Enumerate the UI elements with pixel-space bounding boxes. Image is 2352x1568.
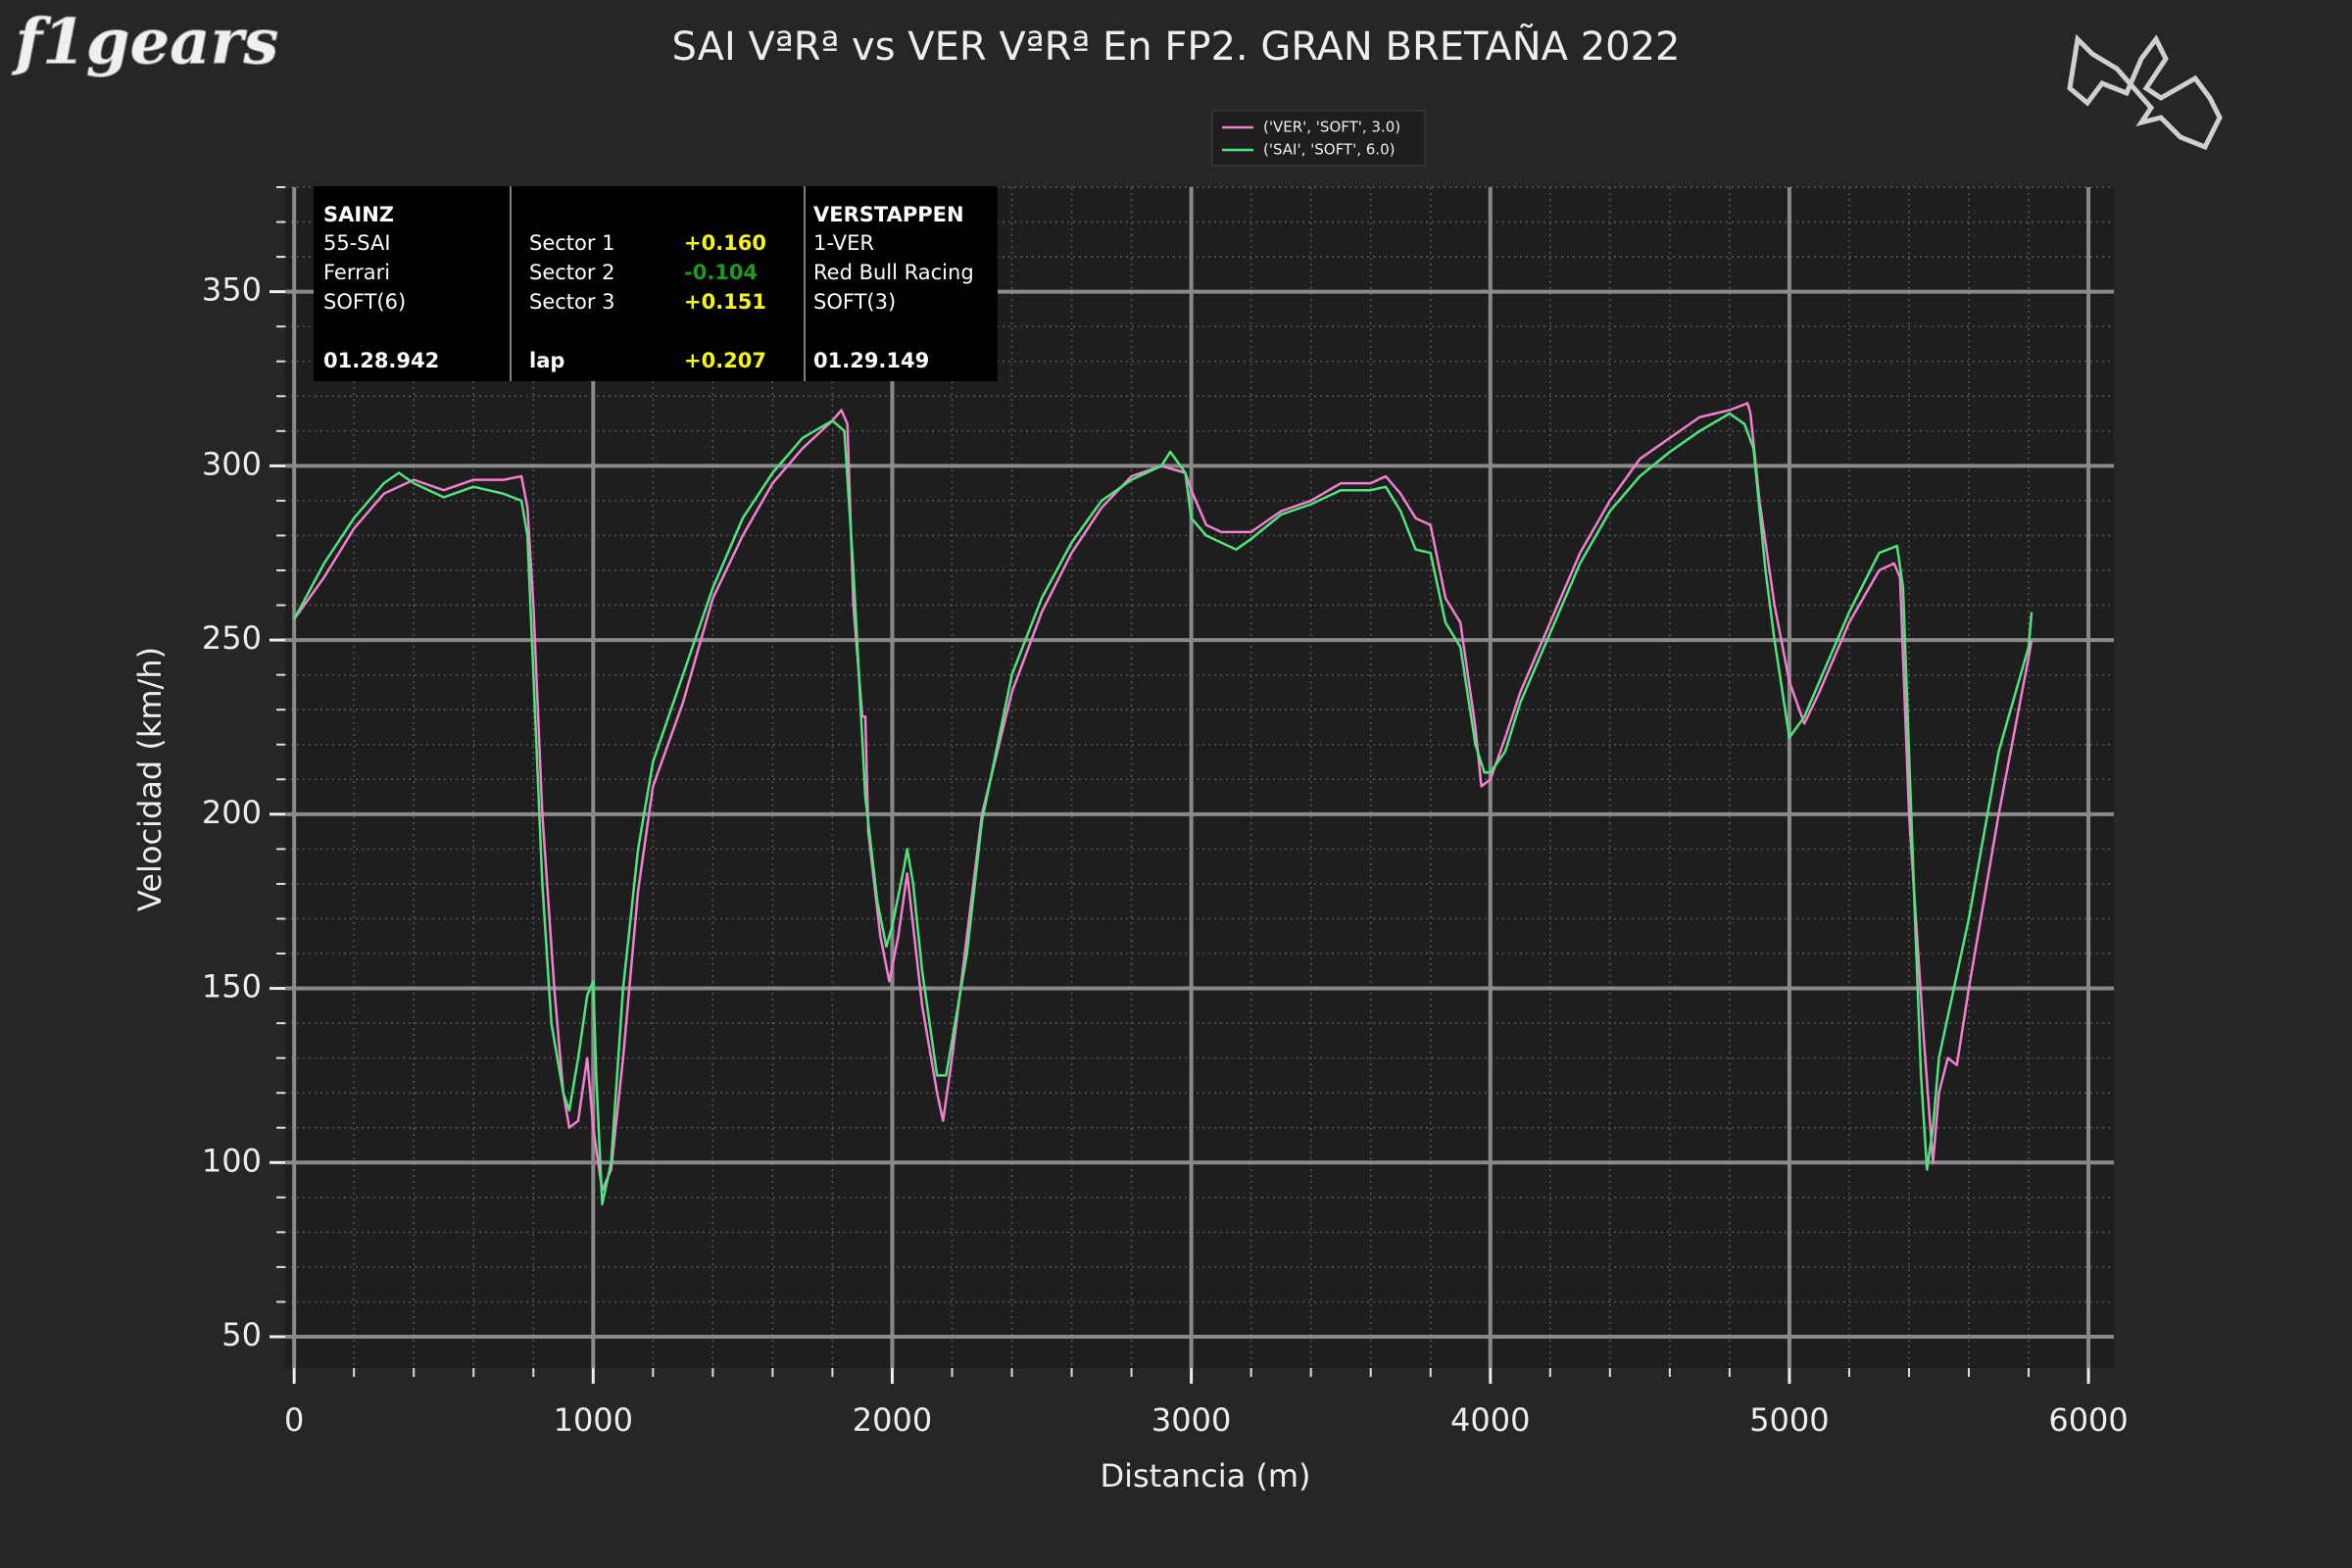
driver-number: 1-VER <box>813 231 874 255</box>
x-tick-label: 1000 <box>554 1401 633 1439</box>
legend: ('VER', 'SOFT', 3.0) ('SAI', 'SOFT', 6.0) <box>1211 110 1426 167</box>
legend-box <box>1211 110 1426 167</box>
sector-delta: +0.160 <box>684 231 766 255</box>
legend-label: ('SAI', 'SOFT', 6.0) <box>1263 141 1395 159</box>
y-tick-label: 200 <box>202 794 262 831</box>
track-outline <box>2067 33 2223 151</box>
lap-delta: +0.207 <box>684 349 766 372</box>
info-box: SAINZ 55-SAI Ferrari SOFT(6) 01.28.942 S… <box>314 186 998 381</box>
x-tick-label: 3000 <box>1152 1401 1231 1439</box>
y-tick-label: 300 <box>202 445 262 482</box>
x-tick-label: 2000 <box>853 1401 932 1439</box>
grid <box>285 186 2114 1368</box>
driver-laptime: 01.29.149 <box>813 349 929 372</box>
sector-label: Sector 1 <box>529 231 615 255</box>
driver-tyre: SOFT(3) <box>813 290 896 314</box>
axes: 0 1000 2000 3000 4000 5000 6000 50 100 150 200 250 3… <box>202 186 2129 1439</box>
x-tick-label: 6000 <box>2048 1401 2128 1439</box>
sector-label: Sector 2 <box>529 261 615 284</box>
x-axis-label: Distancia (m) <box>1100 1457 1310 1494</box>
logo: f1gears <box>12 6 279 79</box>
driver-laptime: 01.28.942 <box>323 349 439 372</box>
driver-number: 55-SAI <box>323 231 391 255</box>
plot-area <box>285 187 2114 1368</box>
lines <box>293 402 2034 1206</box>
y-tick-label: 100 <box>202 1142 262 1179</box>
y-tick-label: 50 <box>221 1316 262 1353</box>
info-background <box>314 186 998 381</box>
y-tick-label: 150 <box>202 968 262 1005</box>
driver-name: SAINZ <box>323 203 394 226</box>
speed-line <box>293 412 2034 1206</box>
driver-name: VERSTAPPEN <box>813 203 964 226</box>
x-tick-label: 0 <box>284 1401 304 1439</box>
sector-delta: -0.104 <box>684 261 758 284</box>
driver-tyre: SOFT(6) <box>323 290 406 314</box>
y-tick-label: 350 <box>202 271 262 309</box>
legend-label: ('VER', 'SOFT', 3.0) <box>1263 119 1400 136</box>
driver-team: Ferrari <box>323 261 390 284</box>
y-axis-label: Velocidad (km/h) <box>131 647 169 911</box>
sector-delta: +0.151 <box>684 290 766 314</box>
chart-title: SAI VªRª vs VER VªRª En FP2. GRAN BRETAÑ… <box>671 23 1680 70</box>
sector-label: Sector 3 <box>529 290 615 314</box>
driver-team: Red Bull Racing <box>813 261 974 284</box>
x-tick-label: 4000 <box>1450 1401 1530 1439</box>
x-tick-label: 5000 <box>1749 1401 1829 1439</box>
track-map <box>2067 33 2223 151</box>
lap-label: lap <box>529 349 564 372</box>
speed-line <box>293 402 2034 1192</box>
y-tick-label: 250 <box>202 619 262 657</box>
